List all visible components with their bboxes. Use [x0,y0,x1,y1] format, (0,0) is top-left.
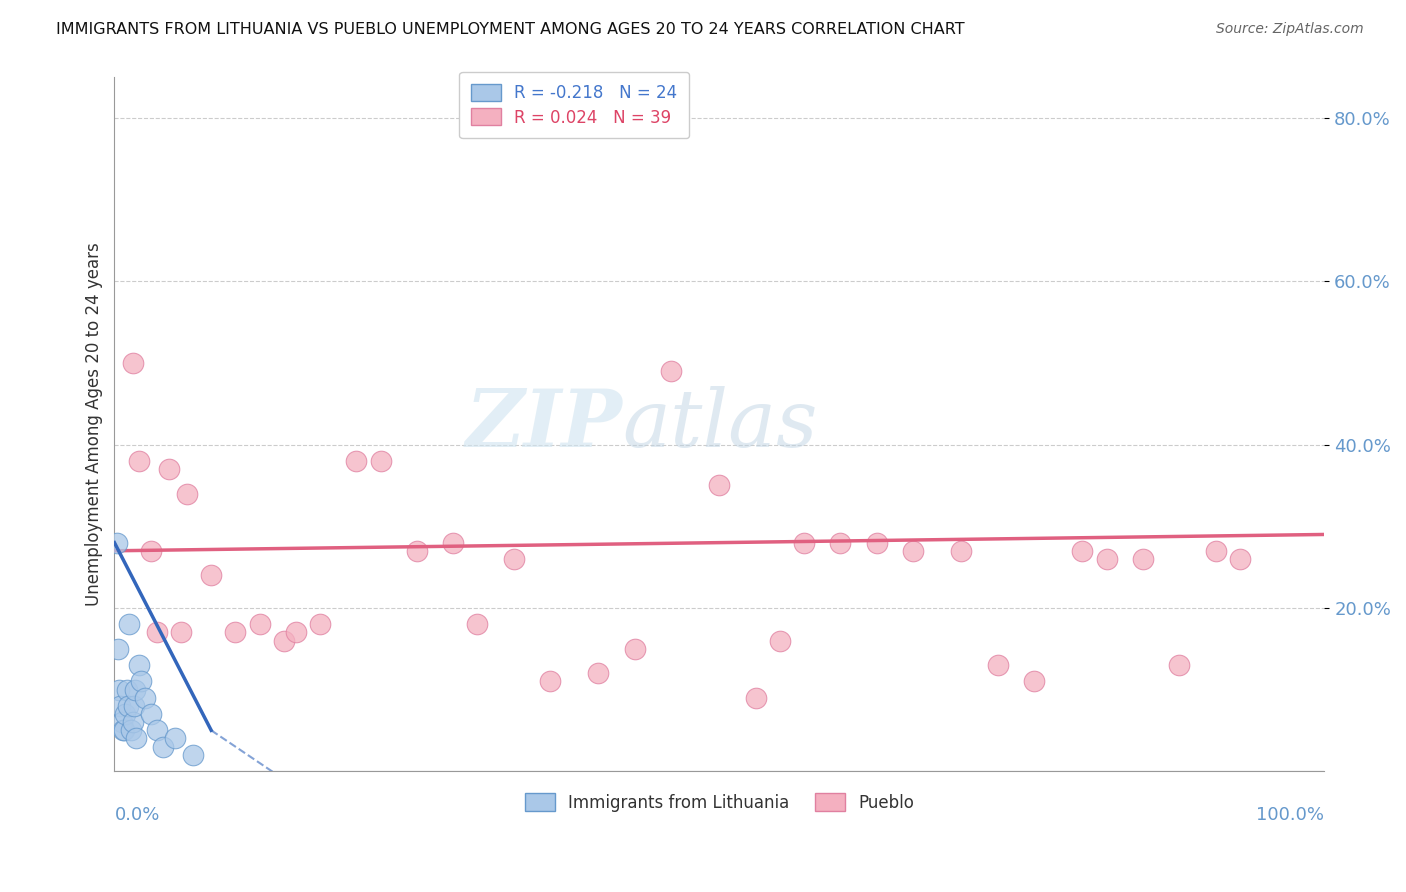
Text: 0.0%: 0.0% [114,805,160,824]
Point [163,731,186,746]
Point [118,617,141,632]
Point [441,535,464,549]
Point [128,658,150,673]
Point [112,723,135,738]
Point [111,723,134,738]
Point [467,617,489,632]
Point [114,706,136,721]
Point [502,552,524,566]
Point [744,690,766,705]
Point [950,543,973,558]
Point [129,674,152,689]
Point [145,723,167,738]
Point [830,535,852,549]
Point [200,568,222,582]
Point [108,682,131,697]
Point [273,633,295,648]
Point [901,543,924,558]
Point [588,666,610,681]
Point [709,478,731,492]
Point [406,543,429,558]
Point [121,715,143,730]
Point [176,486,198,500]
Point [134,690,156,705]
Text: IMMIGRANTS FROM LITHUANIA VS PUEBLO UNEMPLOYMENT AMONG AGES 20 TO 24 YEARS CORRE: IMMIGRANTS FROM LITHUANIA VS PUEBLO UNEM… [56,22,965,37]
Point [139,706,162,721]
Y-axis label: Unemployment Among Ages 20 to 24 years: Unemployment Among Ages 20 to 24 years [86,243,103,607]
Point [115,682,138,697]
Point [370,454,392,468]
Point [1132,552,1154,566]
Point [309,617,332,632]
Point [1022,674,1045,689]
Point [111,715,134,730]
Text: 100.0%: 100.0% [1257,805,1324,824]
Point [117,698,139,713]
Point [866,535,889,549]
Point [1071,543,1094,558]
Point [107,641,129,656]
Point [1095,552,1118,566]
Point [105,535,128,549]
Point [128,454,150,468]
Point [110,698,132,713]
Point [170,625,193,640]
Point [124,682,146,697]
Point [1205,543,1227,558]
Point [987,658,1010,673]
Point [120,723,142,738]
Point [152,739,174,754]
Text: ZIP: ZIP [465,385,623,463]
Point [659,364,682,378]
Point [1168,658,1191,673]
Point [344,454,367,468]
Text: Source: ZipAtlas.com: Source: ZipAtlas.com [1216,22,1364,37]
Point [125,731,148,746]
Point [224,625,246,640]
Point [769,633,792,648]
Point [284,625,307,640]
Point [793,535,815,549]
Point [122,698,145,713]
Point [157,462,180,476]
Point [249,617,271,632]
Point [139,543,162,558]
Point [1229,552,1251,566]
Point [538,674,561,689]
Point [121,356,143,370]
Point [623,641,645,656]
Legend: Immigrants from Lithuania, Pueblo: Immigrants from Lithuania, Pueblo [519,787,921,818]
Point [181,747,204,762]
Point [145,625,167,640]
Text: atlas: atlas [623,385,818,463]
